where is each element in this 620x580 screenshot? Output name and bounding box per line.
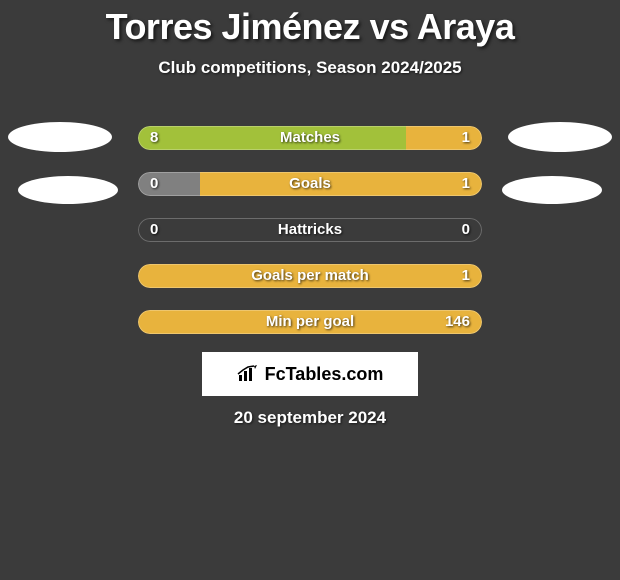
stat-left-value: 8 (150, 126, 158, 150)
bar-fill-right (406, 126, 482, 150)
page-subtitle: Club competitions, Season 2024/2025 (0, 58, 620, 78)
logo-text: FcTables.com (265, 364, 384, 385)
stat-row: 81Matches (138, 126, 482, 150)
bar-fill-left (138, 172, 200, 196)
stat-row: 1Goals per match (138, 264, 482, 288)
stat-row: 0 0Hattricks (138, 218, 482, 242)
stat-right-value: 1 (462, 264, 470, 288)
stat-right-value: 1 (462, 172, 470, 196)
bar-fill-right (138, 310, 482, 334)
bar-fill-left (138, 126, 406, 150)
stat-left-value: 0 (150, 218, 158, 242)
bar-fill-right (200, 172, 482, 196)
player-left-avatar-bottom (18, 176, 118, 204)
player-left-avatar-top (8, 122, 112, 152)
logo-card[interactable]: FcTables.com (202, 352, 418, 396)
page-title: Torres Jiménez vs Araya (0, 0, 620, 48)
stat-row: 146Min per goal (138, 310, 482, 334)
stat-left-value: 0 (150, 172, 158, 196)
player-right-avatar-top (508, 122, 612, 152)
stat-right-value: 1 (462, 126, 470, 150)
player-right-avatar-bottom (502, 176, 602, 204)
page-date: 20 september 2024 (0, 408, 620, 428)
comparison-bars: 81Matches01Goals00Hattricks1Goals per ma… (138, 126, 482, 356)
stat-label: Hattricks (138, 218, 482, 242)
stat-right-value: 0 (462, 218, 470, 242)
stat-right-value: 146 (445, 310, 470, 334)
bar-outline (138, 218, 482, 242)
chart-icon (237, 365, 259, 383)
bar-fill-right (138, 264, 482, 288)
stat-row: 01Goals (138, 172, 482, 196)
